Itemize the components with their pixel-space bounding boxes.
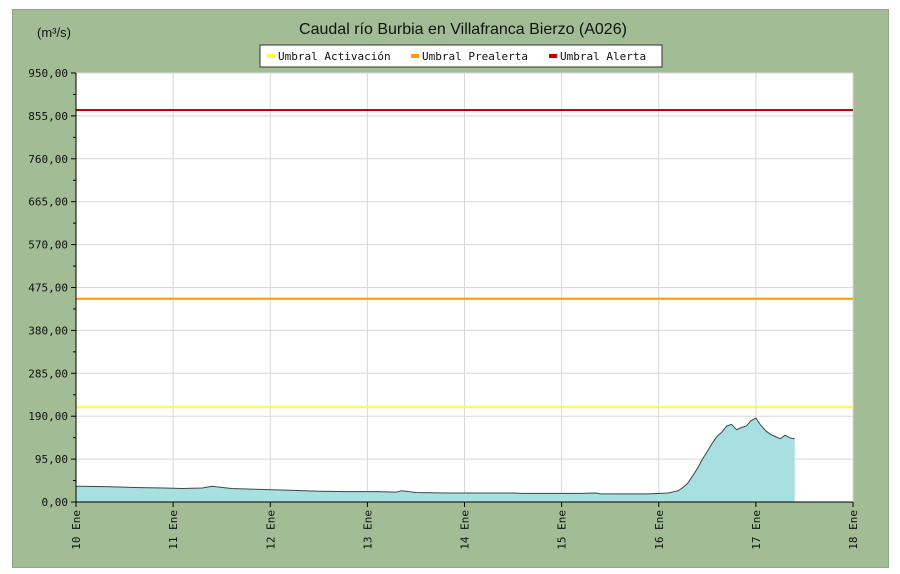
chart-frame: Caudal río Burbia en Villafranca Bierzo …: [12, 9, 889, 568]
x-tick-label: 15 Ene: [556, 510, 569, 550]
chart-title: Caudal río Burbia en Villafranca Bierzo …: [299, 21, 627, 38]
legend-label-prealerta: Umbral Prealerta: [422, 50, 528, 63]
x-tick-labels: 10 Ene 11 Ene 12 Ene 13 Ene 14 Ene 15 Ene 16 E…: [70, 502, 860, 550]
x-tick-label: 18 Ene: [847, 510, 860, 550]
legend-label-alerta: Umbral Alerta: [560, 50, 646, 63]
y-tick-label: 475,00: [28, 282, 68, 295]
y-tick-label: 0,00: [42, 496, 69, 509]
y-tick-labels: 950,00 855,00 760,00 665,00 570,00 475,00 380,…: [28, 67, 76, 509]
series-area: [76, 418, 795, 502]
chart-svg: Caudal río Burbia en Villafranca Bierzo …: [28, 21, 860, 550]
legend: Umbral Activación Umbral Prealerta Umbra…: [259, 44, 663, 68]
y-tick-label: 285,00: [28, 367, 68, 380]
x-tick-label: 12 Ene: [264, 510, 277, 550]
threshold-lines: [76, 109, 853, 409]
x-tick-label: 10 Ene: [70, 510, 83, 550]
x-tick-label: 16 Ene: [653, 510, 666, 550]
series-layer: [75, 417, 795, 502]
x-tick-label: 11 Ene: [167, 510, 180, 550]
legend-swatch-activacion: [267, 54, 275, 58]
series-line: [75, 417, 795, 495]
legend-label-activacion: Umbral Activación: [278, 50, 391, 63]
y-tick-label: 855,00: [28, 110, 68, 123]
legend-swatch-prealerta: [411, 54, 419, 58]
x-tick-label: 13 Ene: [361, 510, 374, 550]
x-tick-label: 17 Ene: [750, 510, 763, 550]
y-tick-label: 760,00: [28, 153, 68, 166]
y-tick-label: 190,00: [28, 410, 68, 423]
y-tick-label: 950,00: [28, 67, 68, 80]
y-tick-label: 380,00: [28, 324, 68, 337]
y-axis-unit: (m³/s): [37, 25, 71, 40]
x-tick-label: 14 Ene: [459, 510, 472, 550]
y-tick-label: 570,00: [28, 239, 68, 252]
y-tick-label: 665,00: [28, 196, 68, 209]
legend-swatch-alerta: [549, 54, 557, 58]
legend-box: [259, 44, 663, 68]
y-tick-label: 95,00: [35, 453, 68, 466]
